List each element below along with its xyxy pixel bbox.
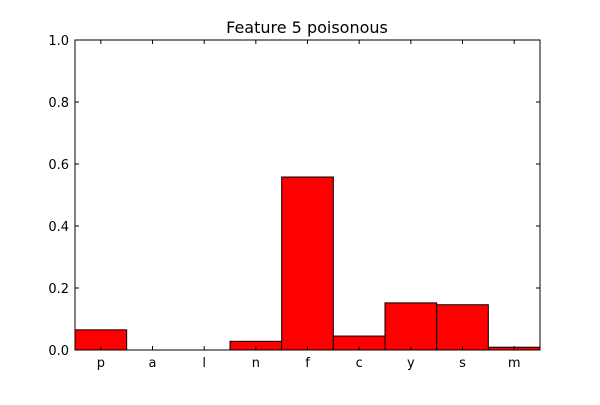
y-tick-label: 1.0 [48, 34, 69, 49]
ticks-group: p a l n f c y s m 0.0 0.2 0.4 0.6 0.8 1.0 [48, 34, 540, 371]
x-tick-label: c [356, 356, 363, 371]
chart-title: Feature 5 poisonous [226, 18, 388, 37]
bars-group [74, 176, 541, 351]
y-tick-label: 0.8 [48, 96, 69, 111]
x-tick-label: s [459, 356, 466, 371]
bar-y [384, 302, 438, 351]
x-tick-label: l [202, 356, 206, 371]
x-tick-label: p [97, 356, 105, 371]
x-tick-label: y [407, 356, 415, 371]
x-tick-label: a [149, 356, 157, 371]
plot-frame [74, 39, 541, 351]
x-tick-label: f [305, 356, 310, 371]
y-tick-label: 0.0 [48, 344, 69, 359]
bar-f [281, 176, 334, 351]
y-tick-label: 0.4 [48, 220, 69, 235]
bar-s [436, 304, 489, 351]
y-tick-label: 0.6 [48, 158, 69, 173]
x-tick-label: m [508, 356, 521, 371]
y-tick-label: 0.2 [48, 282, 69, 297]
x-tick-label: n [252, 356, 260, 371]
